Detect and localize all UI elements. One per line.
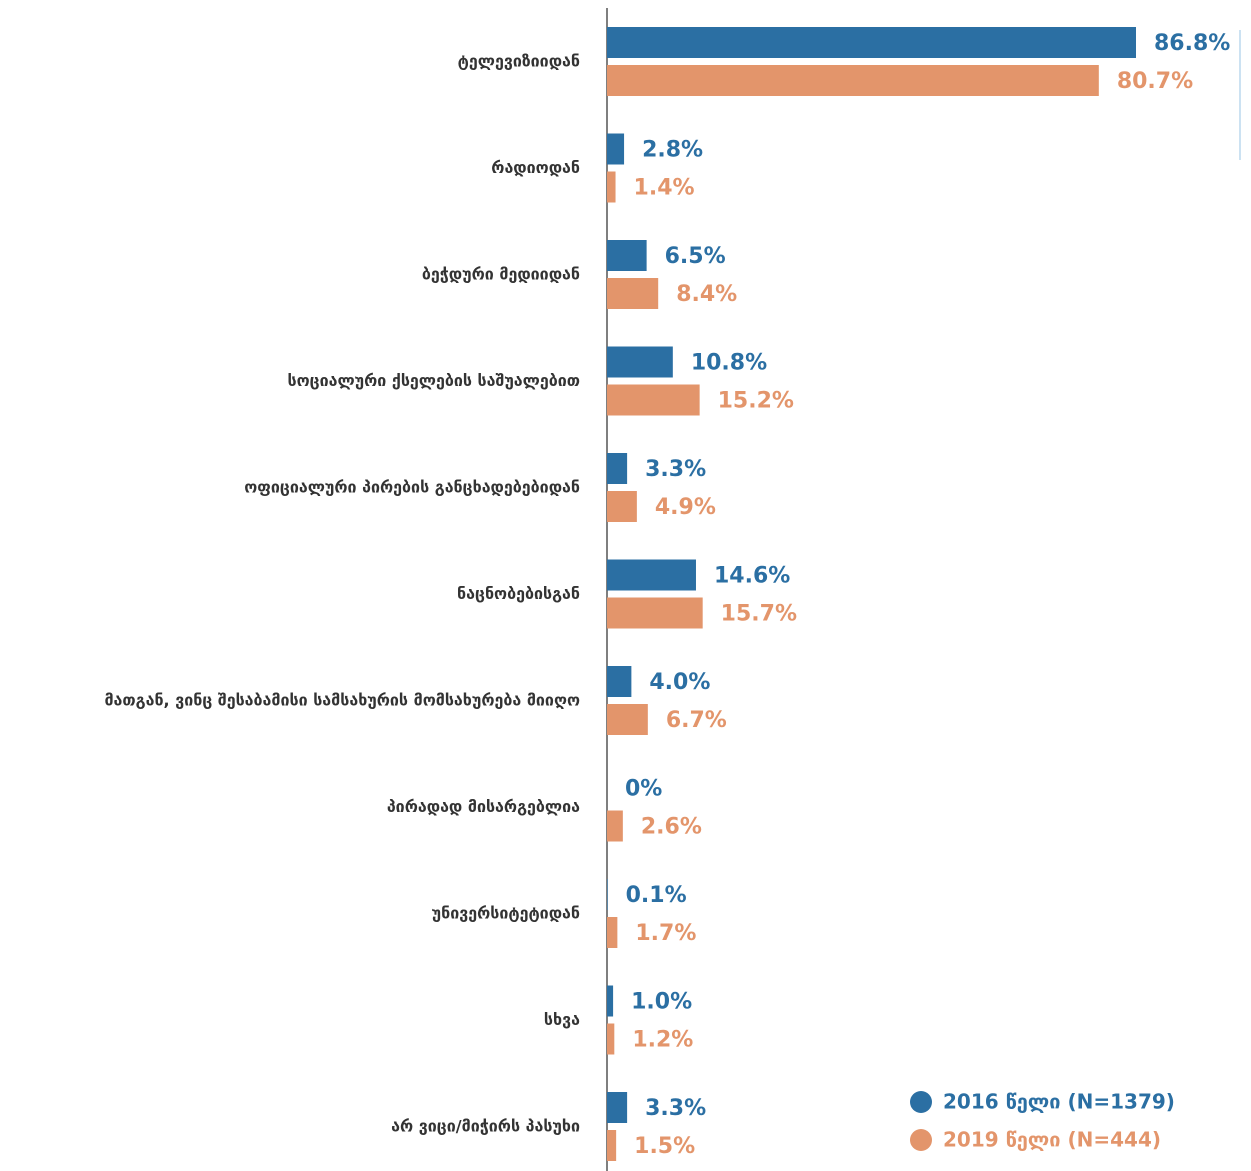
legend-swatch bbox=[910, 1129, 932, 1151]
legend-label: 2019 წელი (N=444) bbox=[943, 1128, 1161, 1152]
bar bbox=[607, 559, 696, 591]
bar bbox=[607, 917, 618, 948]
value-label: 1.0% bbox=[631, 990, 692, 1015]
category-label: ნაცნობებისგან bbox=[457, 584, 580, 603]
value-label: 86.8% bbox=[1154, 31, 1230, 56]
bar bbox=[607, 278, 659, 309]
value-label: 15.2% bbox=[718, 389, 794, 414]
category-label: ბეჭდური მედიიდან bbox=[422, 265, 580, 284]
category-label: სხვა bbox=[544, 1010, 580, 1029]
value-label: 10.8% bbox=[691, 351, 767, 376]
bar bbox=[607, 27, 1136, 58]
bar bbox=[607, 704, 648, 735]
bar bbox=[607, 171, 616, 203]
category-label: რადიოდან bbox=[491, 158, 580, 177]
category-label: არ ვიცი/მიჭირს პასუხი bbox=[391, 1117, 580, 1136]
bar bbox=[607, 810, 623, 842]
bar bbox=[607, 346, 673, 378]
value-label: 3.3% bbox=[645, 1096, 706, 1121]
value-label: 8.4% bbox=[676, 282, 737, 307]
value-label: 4.0% bbox=[649, 670, 710, 695]
bar bbox=[607, 985, 614, 1017]
value-label: 1.5% bbox=[634, 1134, 695, 1159]
category-label: სოციალური ქსელების საშუალებით bbox=[288, 371, 581, 390]
value-label: 2.6% bbox=[641, 815, 702, 840]
legend-swatch bbox=[910, 1091, 932, 1113]
value-label: 80.7% bbox=[1117, 69, 1193, 94]
value-label: 0.1% bbox=[626, 883, 687, 908]
bar bbox=[607, 65, 1099, 96]
value-label: 2.8% bbox=[642, 138, 703, 163]
category-label: ოფიციალური პირების განცხადებებიდან bbox=[244, 478, 580, 497]
value-label: 1.2% bbox=[632, 1028, 693, 1053]
bar bbox=[607, 133, 625, 165]
bar bbox=[607, 1023, 615, 1055]
bar bbox=[607, 491, 637, 522]
value-label: 4.9% bbox=[655, 495, 716, 520]
value-label: 0% bbox=[625, 777, 662, 802]
category-label: უნივერსიტეტიდან bbox=[432, 904, 580, 923]
legend-label: 2016 წელი (N=1379) bbox=[943, 1090, 1175, 1114]
bar bbox=[607, 384, 700, 416]
value-label: 15.7% bbox=[721, 602, 797, 627]
category-label: პირადად მისარგებლია bbox=[387, 797, 580, 816]
bar bbox=[607, 240, 647, 271]
value-label: 14.6% bbox=[714, 564, 790, 589]
value-label: 3.3% bbox=[645, 457, 706, 482]
bar bbox=[607, 879, 608, 910]
value-label: 1.4% bbox=[634, 176, 695, 201]
bar bbox=[607, 453, 628, 484]
category-label: მათგან, ვინც შესაბამისი სამსახურის მომსა… bbox=[104, 691, 580, 710]
bar bbox=[607, 1092, 628, 1123]
value-label: 6.5% bbox=[665, 244, 726, 269]
bar bbox=[607, 666, 632, 697]
bar bbox=[607, 1130, 617, 1161]
category-label: ტელევიზიიდან bbox=[458, 52, 580, 71]
bar bbox=[607, 597, 703, 629]
value-label: 1.7% bbox=[635, 921, 696, 946]
value-label: 6.7% bbox=[666, 708, 727, 733]
